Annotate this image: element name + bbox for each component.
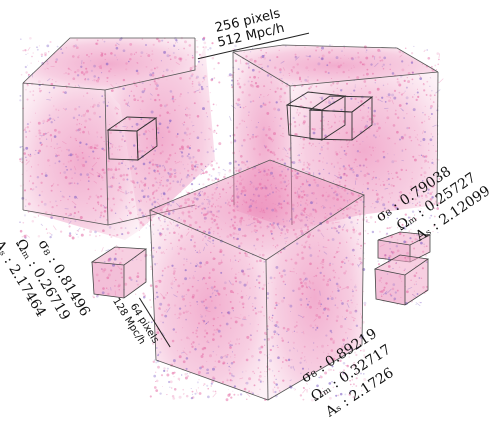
cube-back-right-subvolumes [285, 91, 374, 141]
cube-front-frame [148, 159, 365, 401]
large-cube-size-line [197, 32, 310, 60]
cube-back-left-faces [23, 38, 215, 240]
subcube-right-bottom-density [377, 254, 428, 307]
cube-back-left-density [18, 36, 222, 240]
subcube-left [90, 244, 148, 299]
cube-front-density [148, 159, 367, 402]
params-left: σ₈ : 0.81496 Ωₘ : 0.26719 Aₛ : 2.17464 [0, 236, 93, 323]
small-cube-size-line [138, 297, 171, 348]
subcube-left-density [91, 244, 148, 299]
cube-back-left-subvolume [106, 116, 158, 161]
cube-front [148, 159, 367, 402]
subcube-right-bottom [373, 254, 430, 307]
cube-back-left [18, 36, 222, 240]
